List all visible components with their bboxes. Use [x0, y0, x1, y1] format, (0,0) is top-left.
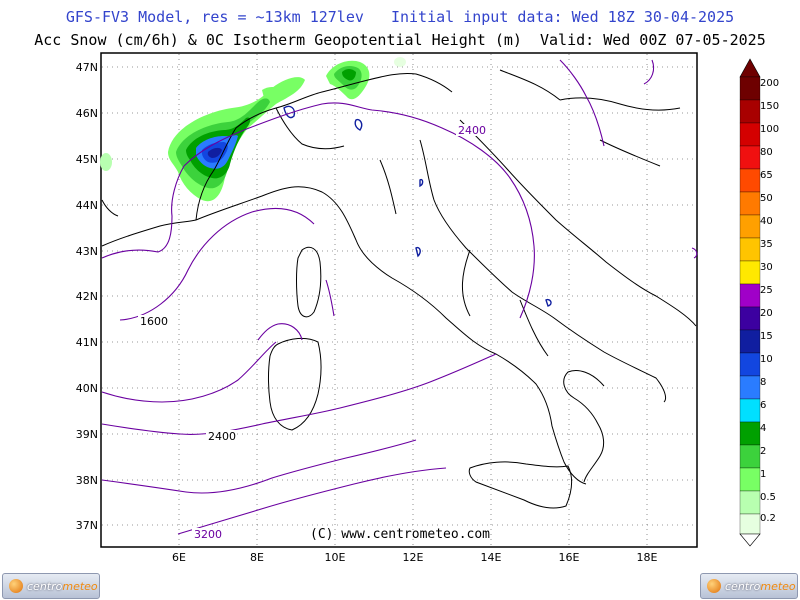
logo-text-meteo: meteo: [62, 579, 98, 593]
lat-label-37n: 37N: [75, 519, 98, 532]
legend-colorbar: [739, 58, 761, 547]
coastlines: [101, 69, 697, 509]
lat-label-43n: 43N: [75, 245, 98, 258]
legend-label-8: 8: [760, 377, 767, 388]
lon-label-8e: 8E: [250, 551, 264, 564]
legend-label-200: 200: [760, 78, 780, 89]
legend-label-50: 50: [760, 193, 773, 204]
lat-label-47n: 47N: [75, 61, 98, 74]
lon-label-14e: 14E: [480, 551, 502, 564]
lon-label-10e: 10E: [324, 551, 346, 564]
legend-label-6: 6: [760, 400, 767, 411]
lat-label-46n: 46N: [75, 107, 98, 120]
contour-label-2400-south: 2400: [208, 430, 236, 443]
lat-label-45n: 45N: [75, 153, 98, 166]
product-title: Acc Snow (cm/6h) & 0C Isotherm Geopotent…: [34, 31, 766, 49]
lon-label-16e: 16E: [558, 551, 580, 564]
legend-label-80: 80: [760, 147, 773, 158]
legend-label-25: 25: [760, 285, 773, 296]
isotherm-contours: [101, 59, 698, 535]
legend-label-35: 35: [760, 239, 773, 250]
lon-label-6e: 6E: [172, 551, 186, 564]
legend-top-arrow: [739, 58, 761, 78]
contour-label-1600: 1600: [140, 315, 168, 328]
lakes: [283, 105, 552, 307]
logo-sun-icon: [707, 579, 721, 593]
legend-label-15: 15: [760, 331, 773, 342]
lat-label-44n: 44N: [75, 199, 98, 212]
contour-label-2400-north: 2400: [458, 124, 486, 137]
copyright-text: (C) www.centrometeo.com: [310, 527, 491, 542]
legend-label-0-2: 0.2: [760, 513, 776, 524]
contour-labels: 2400 1600 2400 3200: [138, 124, 486, 541]
legend-label-30: 30: [760, 262, 773, 273]
legend-bottom-arrow: [739, 533, 761, 547]
legend-label-20: 20: [760, 308, 773, 319]
legend-label-100: 100: [760, 124, 780, 135]
legend-label-40: 40: [760, 216, 773, 227]
legend-label-10: 10: [760, 354, 773, 365]
lat-label-41n: 41N: [75, 336, 98, 349]
centrometeo-logo-right: centro meteo: [700, 573, 798, 599]
graticule: [102, 54, 696, 546]
logo-text-centro: centro: [27, 579, 63, 593]
lat-label-38n: 38N: [75, 474, 98, 487]
lat-label-40n: 40N: [75, 382, 98, 395]
lon-label-12e: 12E: [402, 551, 424, 564]
legend-label-65: 65: [760, 170, 773, 181]
centrometeo-logo-left: centro meteo: [2, 573, 100, 599]
legend-label-1: 1: [760, 469, 767, 480]
logo-sun-icon: [9, 579, 23, 593]
legend-label-4: 4: [760, 423, 767, 434]
lon-label-18e: 18E: [636, 551, 658, 564]
lat-label-39n: 39N: [75, 428, 98, 441]
logo-text-centro: centro: [725, 579, 761, 593]
legend-label-150: 150: [760, 101, 780, 112]
legend-label-2: 2: [760, 446, 767, 457]
contour-label-3200: 3200: [194, 528, 222, 541]
model-title: GFS-FV3 Model, res = ~13km 127lev Initia…: [65, 8, 735, 26]
snow-shading: [100, 57, 406, 202]
legend-label-0-5: 0.5: [760, 492, 776, 503]
lat-label-42n: 42N: [75, 290, 98, 303]
logo-text-meteo: meteo: [760, 579, 796, 593]
